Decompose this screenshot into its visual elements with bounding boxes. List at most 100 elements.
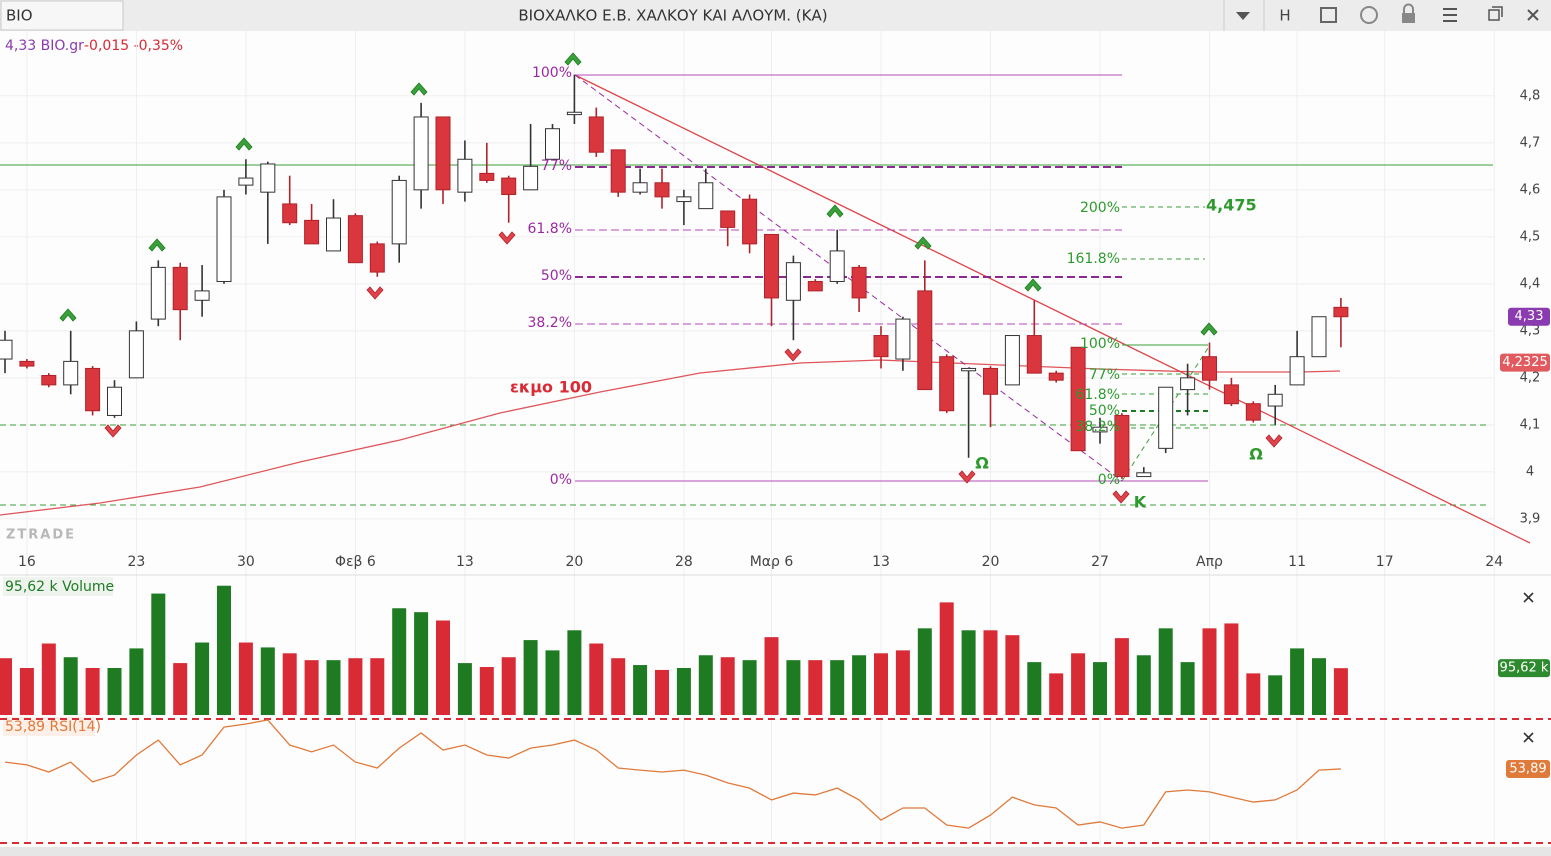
close-icon[interactable] [1527, 9, 1539, 21]
x-tick-label: 13 [872, 554, 890, 570]
dropdown-icon[interactable] [1236, 12, 1250, 20]
candle-body [851, 266, 867, 299]
volume-bar [939, 602, 954, 715]
volume-bar [917, 628, 932, 715]
window-icon[interactable] [1320, 7, 1337, 23]
swing-low-arrow [104, 424, 122, 438]
swing-high-arrow [826, 204, 844, 218]
fib-label: 100% [532, 65, 572, 81]
candle-body [435, 116, 451, 191]
candle-body [1092, 426, 1108, 433]
volume-bar [436, 620, 450, 715]
candle-body [282, 203, 298, 224]
volume-bar [567, 630, 582, 715]
candle-body [216, 196, 232, 282]
candle-body [829, 250, 845, 282]
volume-title: 95,62 k Volume [5, 579, 114, 595]
fib2-label: 61.8% [1076, 387, 1120, 403]
swing-high-arrow [410, 82, 428, 96]
volume-bar [238, 642, 253, 715]
candle-body [238, 177, 254, 186]
y-tick-label: 4,5 [1520, 229, 1541, 244]
volume-bar [611, 658, 626, 715]
volume-bar [414, 612, 429, 715]
h-button[interactable]: H [1279, 7, 1290, 25]
fib2-label: 50% [1089, 403, 1120, 419]
rsi-tag-label: 53,89 [1509, 761, 1546, 776]
fib-label: 50% [541, 268, 572, 284]
volume-bar [1114, 638, 1129, 715]
candle-body [961, 367, 977, 372]
swing-low-arrow [958, 470, 976, 484]
volume-bar [545, 650, 560, 715]
volume-bar [874, 653, 888, 715]
y-tick-label: 4,3 [1520, 323, 1541, 338]
candle-body [917, 290, 933, 391]
volume-bar [217, 585, 231, 715]
fib2-label: 0% [1098, 472, 1120, 488]
panel-header [3, 717, 95, 736]
volume-bar [1333, 668, 1348, 715]
pattern-mark: Κ [1134, 493, 1147, 512]
volume-bar [1202, 628, 1217, 715]
y-tick-label: 4,7 [1520, 135, 1541, 150]
volume-bar [983, 630, 998, 715]
candle-body [260, 163, 276, 193]
volume-bar [1071, 653, 1086, 715]
close-panel[interactable] [1523, 592, 1534, 603]
candle-body [1223, 384, 1239, 405]
x-tick-label: 28 [675, 554, 693, 570]
candle-body [457, 158, 473, 193]
candle-body [983, 367, 998, 395]
x-tick-label: 16 [18, 554, 36, 570]
swing-high-arrow [914, 236, 932, 250]
symbol-box[interactable] [0, 0, 124, 31]
x-tick-label: 20 [565, 554, 583, 570]
x-tick-label: 27 [1091, 554, 1109, 570]
candle-body [194, 290, 210, 301]
candle-body [1267, 393, 1283, 407]
volume-bar [589, 643, 604, 715]
volume-bar [830, 660, 845, 715]
candle-body [1333, 306, 1349, 318]
quote-icon[interactable] [1360, 6, 1378, 24]
volume-bar [282, 653, 297, 715]
candle-body [632, 182, 648, 193]
close-panel[interactable] [1523, 732, 1534, 743]
candle-body [1114, 414, 1130, 478]
y-tick-label: 4,4 [1520, 276, 1541, 291]
swing-low-arrow [1265, 434, 1283, 448]
candle-body [304, 219, 320, 245]
lock-icon[interactable] [1402, 13, 1415, 23]
x-tick-label: 17 [1376, 554, 1394, 570]
volume-bar [786, 660, 801, 715]
moving-average [0, 359, 1341, 516]
fib-label: 0% [550, 472, 572, 488]
volume-bar [1158, 628, 1173, 715]
menu-icon[interactable] [1443, 8, 1457, 22]
x-tick-label: 24 [1485, 554, 1503, 570]
candle-body [1289, 356, 1305, 386]
arrows [59, 52, 1283, 504]
volume-bar [348, 658, 363, 715]
y-tick-label: 4,6 [1520, 182, 1541, 197]
pattern-mark: Ω [975, 454, 989, 473]
candle-body [764, 233, 779, 299]
volume-bar [720, 657, 735, 715]
rsi-title: 53,89 RSI(14) [5, 719, 101, 735]
candle-body [128, 330, 144, 379]
candle-body [610, 149, 626, 193]
restore-icon[interactable] [1488, 6, 1503, 21]
fib2-label: 161.8% [1067, 251, 1120, 267]
volume-bar [479, 667, 494, 715]
title-bar [0, 0, 1551, 31]
target-label: 4,475 [1206, 196, 1257, 215]
price-tag-label: 4,33 [1515, 309, 1544, 324]
volume-bar [85, 667, 100, 715]
candle-body [85, 367, 101, 412]
fib2-label: 38.2% [1076, 419, 1120, 435]
volume-bar [151, 593, 166, 715]
candle-body [1311, 316, 1327, 358]
candle-body [347, 215, 363, 264]
